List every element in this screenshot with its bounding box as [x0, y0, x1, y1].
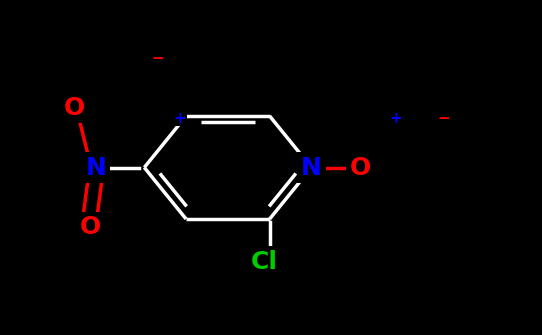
Text: O: O	[350, 155, 371, 180]
Text: O: O	[63, 96, 85, 120]
Text: −: −	[437, 111, 450, 126]
Text: +: +	[173, 111, 186, 126]
Text: N: N	[301, 155, 322, 180]
Text: Cl: Cl	[251, 250, 278, 274]
Text: −: −	[152, 51, 165, 66]
Text: O: O	[80, 215, 101, 239]
Text: +: +	[389, 111, 402, 126]
Text: N: N	[85, 155, 106, 180]
